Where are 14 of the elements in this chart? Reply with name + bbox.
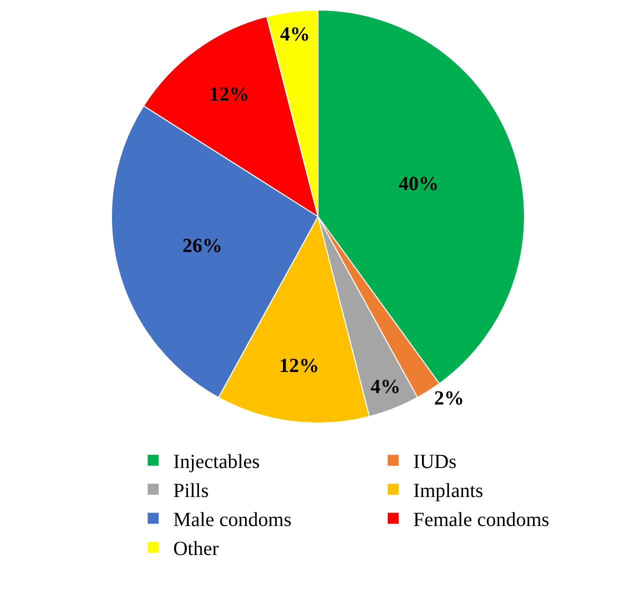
legend-label: Implants (413, 480, 484, 502)
data-label: 2% (434, 388, 464, 410)
legend-label: Male condoms (173, 509, 292, 531)
data-label: 26% (182, 235, 222, 258)
data-label: 12% (279, 355, 320, 378)
data-label: 4% (370, 376, 401, 398)
legend-label: Female condoms (413, 509, 550, 531)
data-label: 12% (209, 83, 250, 106)
legend-label: IUDs (413, 451, 457, 473)
data-label: 4% (280, 23, 310, 46)
legend-label: Pills (173, 480, 209, 502)
legend-label: Other (173, 538, 220, 560)
data-label: 40% (398, 172, 439, 195)
legend-label: Injectables (173, 451, 260, 473)
